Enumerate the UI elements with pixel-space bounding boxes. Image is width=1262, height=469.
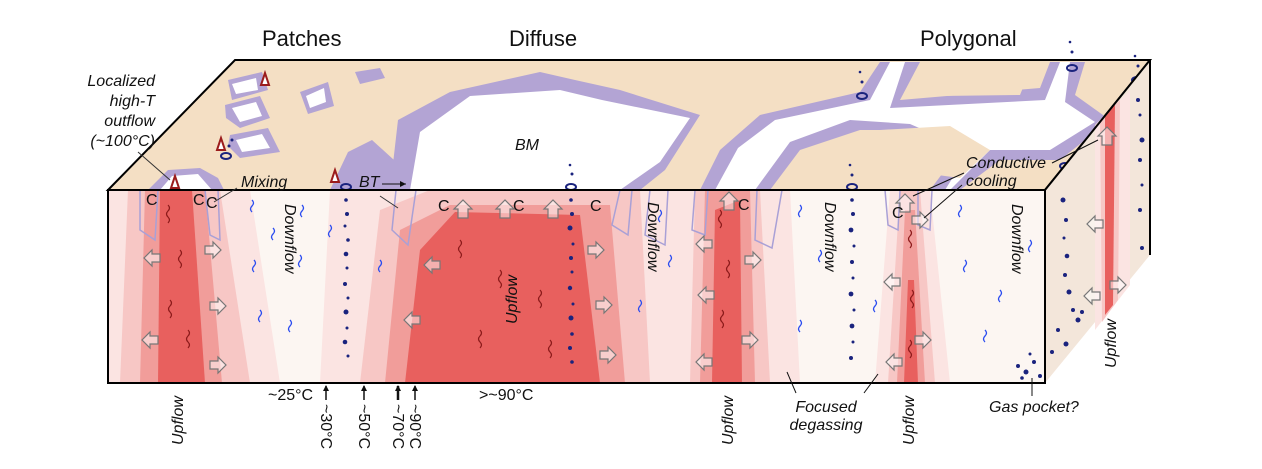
upflow-label: Upflow: [720, 395, 737, 445]
label-line: Conductive: [966, 155, 1046, 172]
conduction-c: C: [892, 205, 904, 222]
downflow-label: Downflow: [821, 202, 838, 273]
conduction-c: C: [438, 198, 450, 215]
mixing-label: Mixing: [241, 174, 287, 191]
upflow-label: Upflow: [504, 274, 521, 324]
bm-label: BM: [515, 137, 540, 154]
temp-25: ~25°C: [268, 387, 313, 404]
label-line: cooling: [966, 173, 1017, 190]
temp-30: ~30°C: [317, 404, 334, 449]
downflow-label: Downflow: [1008, 204, 1025, 275]
downflow-label: Downflow: [281, 204, 298, 275]
downflow-label: Downflow: [644, 202, 661, 273]
label-line: degassing: [790, 417, 863, 434]
temp-50: ~50°C: [355, 404, 372, 449]
surface-top-face: [105, 59, 1153, 191]
label-line: outflow: [104, 113, 156, 130]
surface-bubbles: [220, 40, 1143, 191]
localized-outflow-label: Localized high-T outflow (~100°C): [87, 73, 156, 150]
conduction-c: C: [206, 195, 218, 212]
gas-pocket-label: Gas pocket?: [989, 399, 1079, 416]
section-title-diffuse: Diffuse: [509, 26, 577, 51]
temp-above-90: >~90°C: [479, 387, 533, 404]
section-title-patches: Patches: [262, 26, 342, 51]
label-line: high-T: [110, 93, 157, 110]
bt-label: BT: [359, 174, 381, 191]
section-title-polygonal: Polygonal: [920, 26, 1017, 51]
focused-degassing-label: Focused degassing: [790, 399, 863, 434]
conduction-c: C: [513, 198, 525, 215]
label-line: (~100°C): [90, 133, 155, 150]
temperature-scale: ~25°C ~30°C ~50°C ~70°C ~90°C >~90°C: [268, 385, 533, 449]
temp-70: ~70°C: [389, 404, 406, 449]
conduction-c: C: [193, 192, 205, 209]
front-face: [107, 189, 1046, 384]
conduction-c: C: [590, 198, 602, 215]
conduction-c: C: [738, 197, 750, 214]
upflow-label: Upflow: [1103, 318, 1120, 368]
label-line: Localized: [87, 73, 156, 90]
gas-bubble-columns: [342, 198, 1042, 380]
conductive-cooling-label: Conductive cooling: [966, 155, 1046, 190]
side-face: [1044, 59, 1151, 383]
conduction-c: C: [146, 192, 158, 209]
upflow-label: Upflow: [901, 395, 918, 445]
temp-zone-90: [158, 190, 205, 383]
temp-90: ~90°C: [406, 404, 423, 449]
upflow-label: Upflow: [170, 395, 187, 445]
label-line: Focused: [795, 399, 857, 416]
